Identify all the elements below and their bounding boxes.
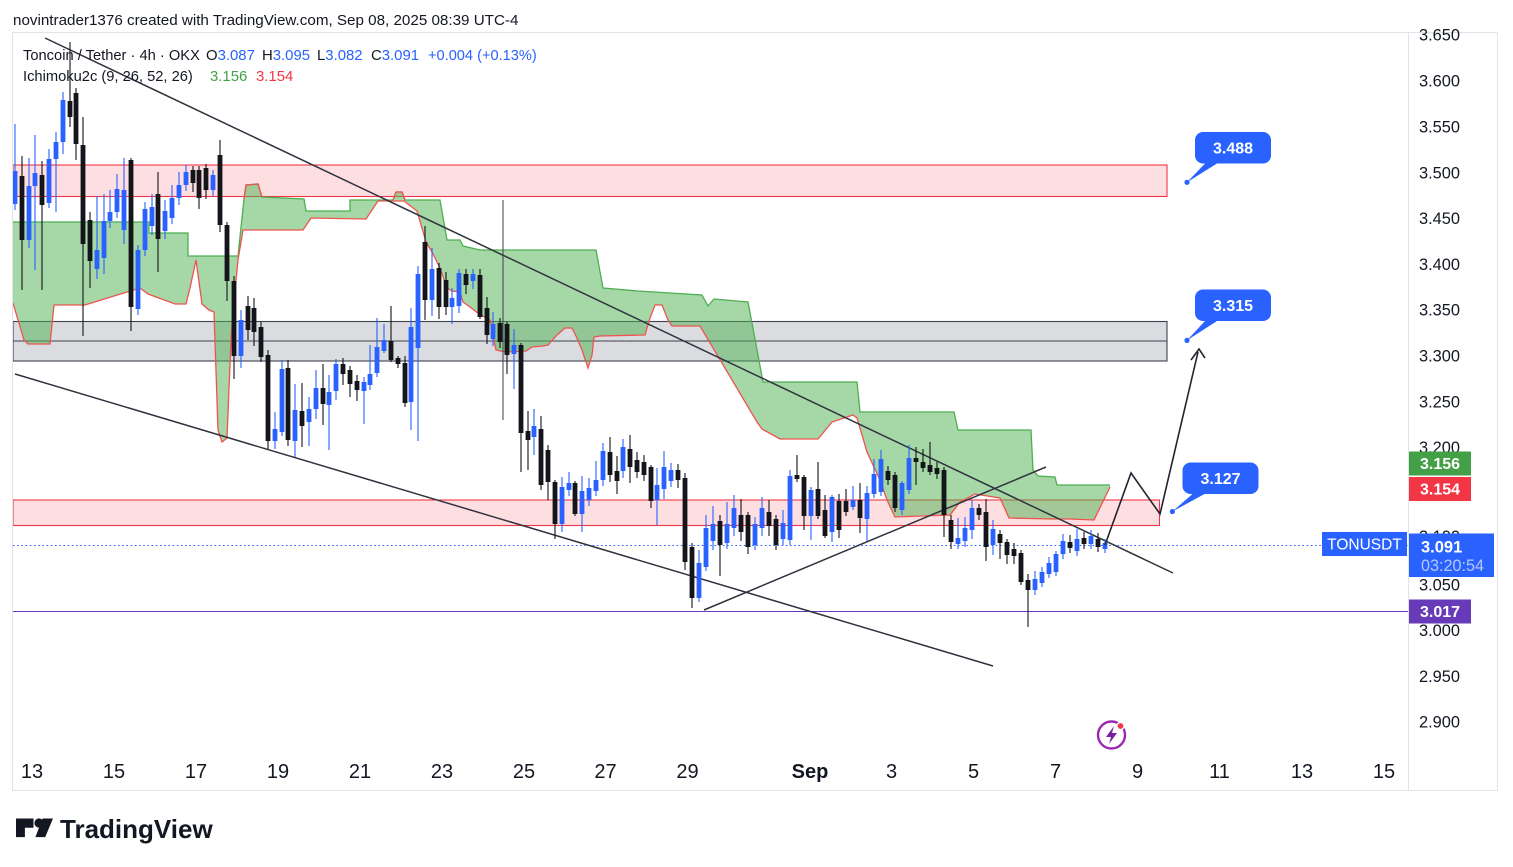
svg-text:19: 19 [267, 761, 289, 783]
svg-text:Sep: Sep [792, 761, 829, 783]
svg-text:3.488: 3.488 [1213, 140, 1253, 157]
svg-text:13: 13 [21, 761, 43, 783]
svg-text:novintrader1376 created with T: novintrader1376 created with TradingView… [13, 12, 518, 29]
svg-text:17: 17 [185, 761, 207, 783]
svg-text:3: 3 [886, 761, 897, 783]
svg-text:15: 15 [103, 761, 125, 783]
svg-text:3.550: 3.550 [1419, 119, 1460, 137]
svg-text:3.250: 3.250 [1419, 393, 1460, 411]
svg-text:03:20:54: 03:20:54 [1421, 557, 1484, 575]
svg-text:3.000: 3.000 [1419, 622, 1460, 640]
svg-text:3.017: 3.017 [1420, 604, 1460, 621]
svg-text:3.127: 3.127 [1200, 471, 1240, 488]
svg-text:+0.004 (+0.13%): +0.004 (+0.13%) [428, 48, 537, 64]
svg-text:3.400: 3.400 [1419, 256, 1460, 274]
svg-text:3.350: 3.350 [1419, 302, 1460, 320]
svg-text:21: 21 [349, 761, 371, 783]
svg-text:2.900: 2.900 [1419, 714, 1460, 732]
svg-text:3.500: 3.500 [1419, 164, 1460, 182]
svg-text:3.315: 3.315 [1213, 298, 1253, 315]
svg-text:3.050: 3.050 [1419, 576, 1460, 594]
svg-text:27: 27 [594, 761, 616, 783]
svg-text:15: 15 [1373, 761, 1395, 783]
svg-text:2.950: 2.950 [1419, 668, 1460, 686]
svg-text:L3.082: L3.082 [317, 48, 363, 64]
svg-text:3.300: 3.300 [1419, 348, 1460, 366]
svg-text:H3.095: H3.095 [262, 48, 310, 64]
svg-text:Toncoin / Tether · 4h · OKX: Toncoin / Tether · 4h · OKX [23, 48, 200, 64]
svg-text:3.156: 3.156 [210, 69, 247, 85]
svg-text:3.450: 3.450 [1419, 210, 1460, 228]
svg-text:3.091: 3.091 [1421, 539, 1462, 557]
svg-text:TONUSDT: TONUSDT [1327, 537, 1402, 554]
svg-text:O3.087: O3.087 [206, 48, 255, 64]
svg-text:3.600: 3.600 [1419, 73, 1460, 91]
svg-text:3.154: 3.154 [256, 69, 293, 85]
svg-text:3.154: 3.154 [1420, 482, 1460, 499]
svg-text:13: 13 [1291, 761, 1313, 783]
svg-text:25: 25 [513, 761, 535, 783]
svg-text:9: 9 [1132, 761, 1143, 783]
svg-text:11: 11 [1209, 761, 1230, 783]
svg-text:5: 5 [968, 761, 979, 783]
svg-text:Ichimoku2c (9, 26, 52, 26): Ichimoku2c (9, 26, 52, 26) [23, 69, 193, 85]
svg-text:C3.091: C3.091 [371, 48, 419, 64]
svg-text:23: 23 [431, 761, 453, 783]
svg-text:3.156: 3.156 [1420, 456, 1460, 473]
svg-text:7: 7 [1050, 761, 1061, 783]
svg-text:TradingView: TradingView [60, 814, 213, 844]
svg-text:29: 29 [676, 761, 698, 783]
svg-text:3.650: 3.650 [1419, 27, 1460, 45]
